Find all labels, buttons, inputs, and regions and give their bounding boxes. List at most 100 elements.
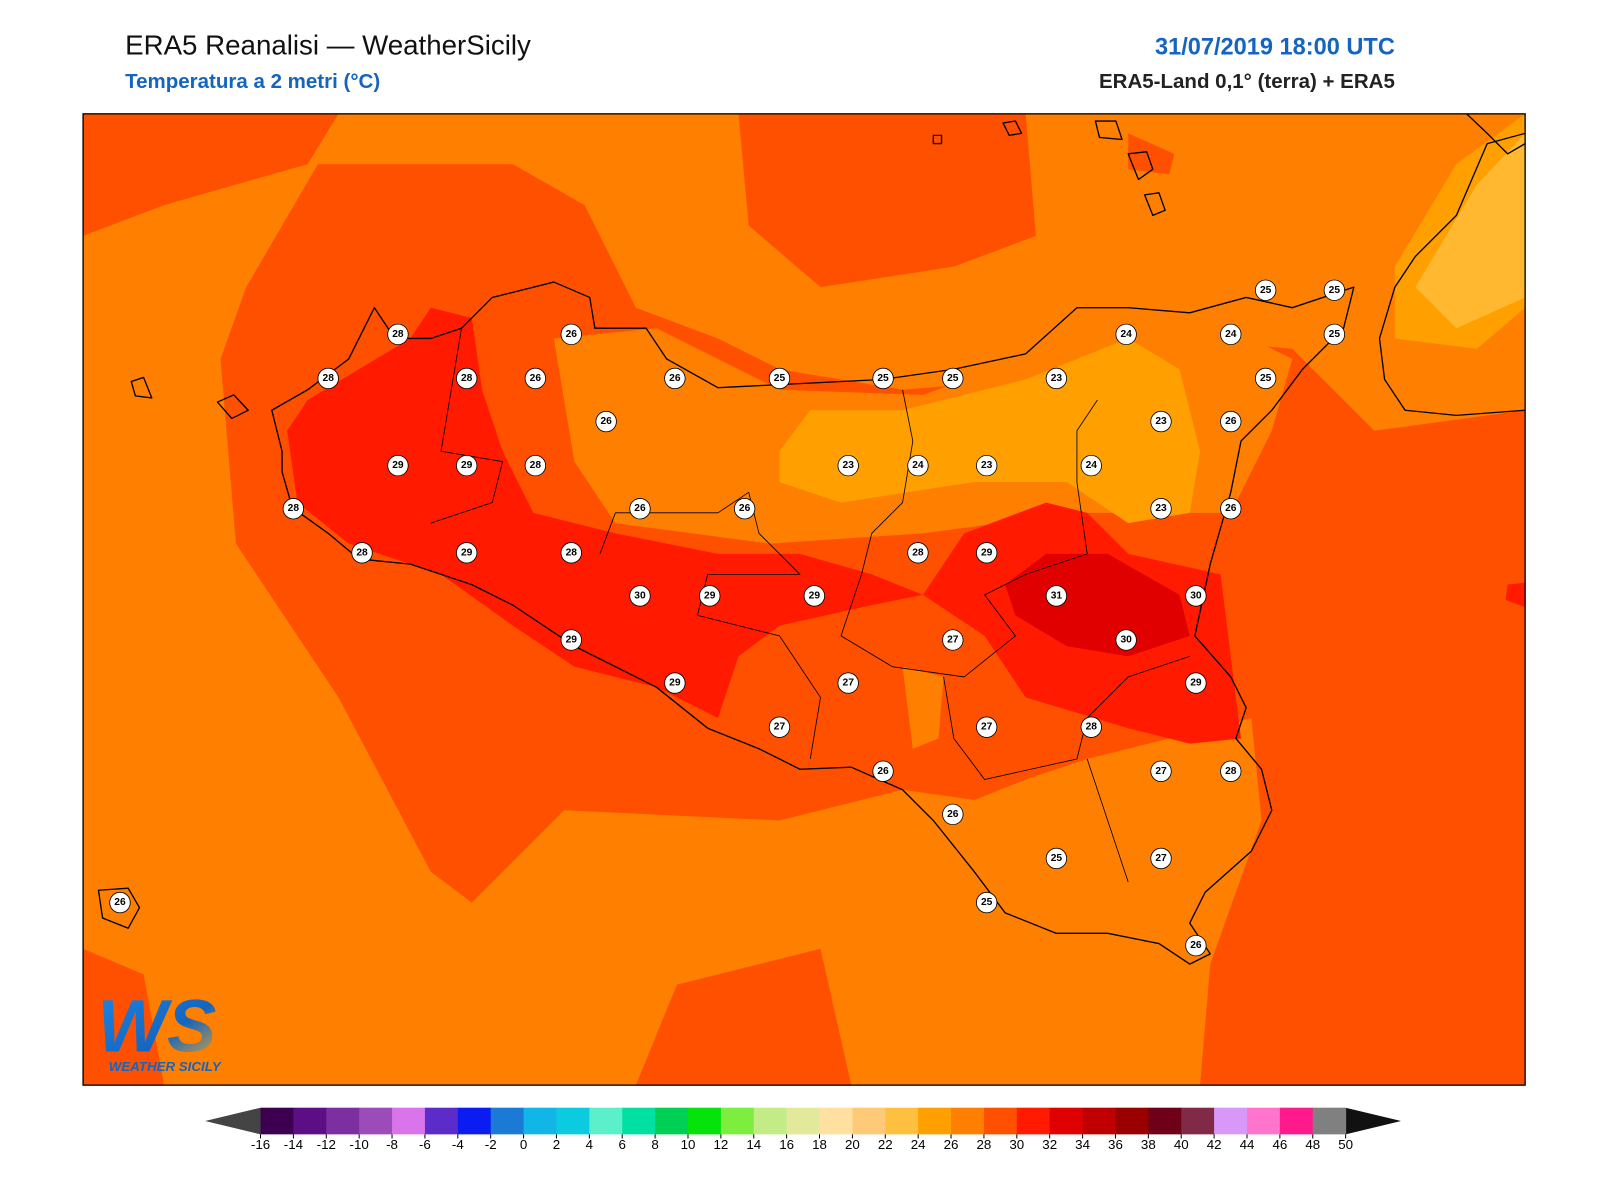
station-value: 27 — [981, 722, 993, 733]
station-marker — [1115, 323, 1137, 346]
colorbar-tick-label: 14 — [746, 1137, 761, 1152]
station-value: 25 — [1260, 285, 1272, 296]
colorbar-tick-label: -10 — [350, 1137, 369, 1152]
station-value: 29 — [566, 635, 578, 646]
station-marker — [524, 454, 547, 477]
station-value: 26 — [530, 373, 542, 384]
station-value: 26 — [1190, 940, 1202, 951]
colorbar-tick-label: 48 — [1305, 1137, 1320, 1152]
station-value: 24 — [1120, 329, 1132, 340]
station-value: 29 — [461, 547, 473, 558]
station-value: 26 — [1225, 416, 1237, 427]
station-marker — [455, 367, 478, 390]
station-marker — [387, 323, 409, 346]
station-marker — [1045, 585, 1068, 607]
station-marker — [1150, 760, 1172, 782]
station-marker — [317, 367, 339, 390]
station-value: 26 — [600, 416, 612, 427]
colorbar-under — [205, 1107, 261, 1135]
colorbar-tick-label: 42 — [1207, 1137, 1222, 1152]
colorbar-swatch — [293, 1107, 327, 1135]
zone — [1128, 133, 1175, 175]
station-value: 24 — [1225, 329, 1237, 340]
station-marker — [1150, 498, 1172, 520]
station-value: 31 — [1051, 590, 1063, 601]
station-marker — [872, 760, 894, 782]
station-marker — [109, 891, 131, 914]
colorbar-swatch — [983, 1107, 1018, 1135]
colorbar-swatch — [1181, 1107, 1215, 1135]
colorbar-swatch — [1049, 1107, 1084, 1135]
station-marker — [907, 542, 929, 564]
station-value: 26 — [114, 897, 126, 908]
colorbar-swatch — [260, 1107, 294, 1135]
station-marker — [837, 454, 859, 477]
station-value: 27 — [774, 722, 786, 733]
station-marker — [1045, 367, 1068, 390]
station-value: 25 — [1051, 853, 1063, 864]
station-marker — [1323, 323, 1346, 346]
station-marker — [1080, 454, 1102, 477]
colorbar-swatch — [1214, 1107, 1248, 1135]
colorbar-swatch — [753, 1107, 788, 1135]
colorbar-tick-label: 4 — [586, 1137, 594, 1152]
colorbar-swatch — [885, 1107, 919, 1135]
station-marker — [1254, 279, 1277, 301]
colorbar-swatch — [556, 1107, 590, 1135]
colorbar-tick-label: -12 — [317, 1137, 336, 1152]
colorbar-swatch — [1246, 1107, 1281, 1135]
station-marker — [629, 498, 651, 520]
colorbar-swatch — [1312, 1107, 1347, 1135]
station-marker — [976, 454, 998, 477]
station-value: 23 — [843, 460, 855, 471]
station-value: 24 — [912, 460, 924, 471]
station-marker — [387, 454, 409, 477]
logo: WS WEATHER SICILY — [97, 984, 221, 1073]
colorbar-tick-label: 10 — [681, 1137, 696, 1152]
islands — [97, 120, 1166, 929]
station-marker — [1185, 934, 1207, 957]
colorbar-tick-label: 30 — [1009, 1137, 1024, 1152]
map: 28 26 28 28 26 26 25 25 25 23 24 24 25 25 25 25 26 23 26 29… — [83, 113, 1526, 1086]
colorbar-swatch — [490, 1107, 525, 1135]
colorbar-swatch — [523, 1107, 557, 1135]
station-marker — [942, 629, 964, 651]
subtitle: Temperatura a 2 metri (°C) — [125, 70, 380, 93]
stations: 28 26 28 28 26 26 25 25 25 23 24 24 25 25 25 25 26 23 26 29… — [109, 279, 1346, 957]
station-marker — [664, 672, 686, 694]
station-marker — [699, 585, 721, 607]
zone — [738, 113, 1036, 288]
station-value: 30 — [1190, 590, 1202, 601]
date: 31/07/2019 18:00 UTC — [1155, 33, 1395, 59]
colorbar-over — [1345, 1107, 1402, 1135]
station-marker — [1220, 410, 1242, 433]
colorbar-tick-label: 40 — [1174, 1137, 1189, 1152]
station-value: 25 — [1329, 285, 1341, 296]
station-value: 23 — [981, 460, 993, 471]
station-marker — [1185, 672, 1207, 694]
station-value: 28 — [1225, 766, 1237, 777]
station-marker — [976, 891, 998, 914]
station-value: 25 — [877, 373, 889, 384]
colorbar-swatch — [589, 1107, 623, 1135]
colorbar-swatch — [720, 1107, 755, 1135]
station-value: 26 — [1225, 503, 1237, 514]
station-value: 26 — [877, 766, 889, 777]
station-value: 23 — [1155, 416, 1167, 427]
station-marker — [1323, 279, 1346, 301]
station-value: 29 — [809, 590, 821, 601]
colorbar-swatch — [1279, 1107, 1314, 1135]
station-value: 25 — [1260, 373, 1272, 384]
station-value: 27 — [843, 678, 855, 689]
zone — [1005, 553, 1190, 657]
colorbar-tick-label: 16 — [779, 1137, 794, 1152]
station-marker — [560, 629, 582, 651]
station-marker — [1220, 323, 1242, 346]
colorbar-swatch — [852, 1107, 886, 1135]
station-marker — [1150, 847, 1172, 870]
station-marker — [907, 454, 929, 477]
colorbar-tick-label: 26 — [944, 1137, 959, 1152]
station-marker — [942, 367, 964, 390]
colorbar-tick-label: 24 — [911, 1137, 926, 1152]
colorbar-swatch — [424, 1107, 459, 1135]
